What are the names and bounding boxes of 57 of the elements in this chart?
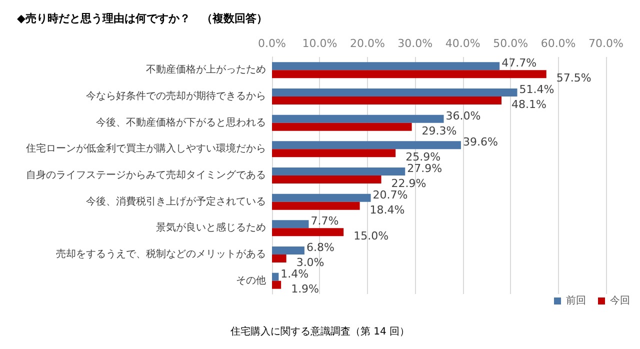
data-label: 6.8% xyxy=(306,241,334,254)
y-tick-label: その他 xyxy=(236,274,266,286)
data-label: 7.7% xyxy=(310,214,339,228)
data-label: 18.4% xyxy=(370,203,405,216)
bar xyxy=(272,254,286,262)
data-label: 20.7% xyxy=(372,188,408,202)
data-label: 25.9% xyxy=(406,150,441,164)
bar xyxy=(272,220,309,228)
bar xyxy=(272,62,500,70)
bar xyxy=(272,96,502,104)
data-label: 27.9% xyxy=(407,162,442,175)
data-label: 1.4% xyxy=(280,267,309,280)
y-tick-label: 売却をするうえで、税制などのメリットがある xyxy=(56,248,266,260)
bar xyxy=(272,88,518,96)
bar xyxy=(272,228,344,236)
x-tick-label: 40.0% xyxy=(445,37,480,50)
bar xyxy=(272,149,396,158)
x-tick-label: 60.0% xyxy=(540,37,576,50)
x-tick-label: 10.0% xyxy=(302,37,338,50)
data-label: 15.0% xyxy=(354,230,389,243)
legend-label: 前回 xyxy=(566,294,586,306)
bar xyxy=(272,114,444,123)
data-label: 36.0% xyxy=(446,109,481,122)
bar xyxy=(272,70,546,78)
x-tick-label: 50.0% xyxy=(493,37,528,50)
data-label: 3.0% xyxy=(296,256,324,269)
bar xyxy=(272,280,282,289)
data-label: 39.6% xyxy=(462,136,498,149)
bar xyxy=(272,202,360,210)
bar xyxy=(272,141,461,150)
data-label: 1.9% xyxy=(291,282,320,296)
bar xyxy=(272,122,412,131)
bar xyxy=(272,194,371,202)
text: ◆売り時だと思う理由は何ですか？ （複数回答） xyxy=(17,12,268,25)
bar xyxy=(272,272,279,281)
y-tick-label: 自身のライフステージからみて売却タイミングである xyxy=(26,169,266,181)
y-tick-label: 景気が良いと感じるため xyxy=(156,222,266,234)
x-tick-label: 70.0% xyxy=(588,37,624,50)
y-tick-label: 今後、不動産価格が下がると思われる xyxy=(96,116,266,128)
bar xyxy=(272,168,406,176)
data-label: 48.1% xyxy=(512,98,546,111)
bar xyxy=(272,176,382,184)
data-label: 29.3% xyxy=(422,124,457,138)
y-tick-label: 不動産価格が上がったため xyxy=(146,64,266,76)
y-tick-label: 今なら好条件での売却が期待できるから xyxy=(86,90,266,102)
y-tick-label: 住宅ローンが低金利で買主が購入しやすい環境だから xyxy=(26,142,266,155)
data-label: 22.9% xyxy=(391,177,426,190)
data-label: 47.7% xyxy=(502,56,537,70)
x-tick-label: 0.0% xyxy=(258,37,286,50)
x-tick-label: 20.0% xyxy=(350,37,385,50)
bar xyxy=(272,246,304,254)
data-label: 51.4% xyxy=(519,83,554,96)
text: 住宅購入に関する意識調査（第 14 回） xyxy=(230,326,410,338)
data-label: 57.5% xyxy=(556,72,592,85)
y-tick-label: 今後、消費税引き上げが予定されている xyxy=(86,195,266,208)
x-tick-label: 30.0% xyxy=(398,37,433,50)
legend-label: 今回 xyxy=(610,294,630,306)
